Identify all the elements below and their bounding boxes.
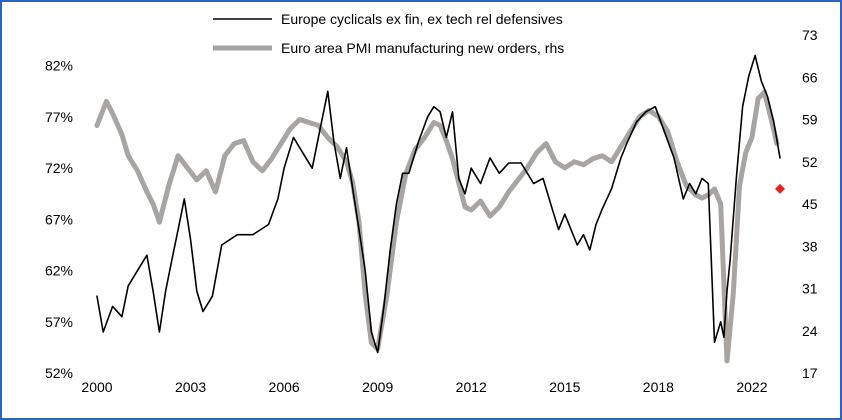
series-layer	[94, 54, 785, 364]
right-tick-label: 73	[802, 27, 818, 43]
right-tick-label: 45	[802, 196, 818, 212]
right-tick-label: 17	[802, 365, 818, 381]
x-tick-label: 2012	[456, 379, 487, 395]
left-tick-label: 67%	[45, 211, 73, 227]
series-line-pmi	[94, 89, 780, 364]
legend: Europe cyclicals ex fin, ex tech rel def…	[213, 11, 564, 56]
series-line-cyclicals	[96, 54, 781, 354]
x-tick-label: 2018	[643, 379, 674, 395]
right-axis-ticks: 17 24 31 38 45 52 59 66 73	[802, 27, 818, 381]
right-tick-label: 38	[802, 238, 818, 254]
right-tick-label: 31	[802, 281, 818, 297]
left-tick-label: 82%	[45, 58, 73, 74]
legend-label-pmi: Euro area PMI manufacturing new orders, …	[281, 40, 564, 56]
right-tick-label: 59	[802, 112, 818, 128]
x-tick-label: 2003	[175, 379, 206, 395]
x-tick-label: 2015	[549, 379, 580, 395]
left-tick-label: 77%	[45, 109, 73, 125]
x-tick-label: 2000	[81, 379, 112, 395]
left-tick-label: 62%	[45, 263, 73, 279]
final-point-marker	[775, 183, 785, 194]
right-tick-label: 24	[802, 323, 818, 339]
left-axis-ticks: 52% 57% 62% 67% 72% 77% 82%	[45, 58, 73, 381]
left-tick-label: 72%	[45, 160, 73, 176]
legend-label-cyclicals: Europe cyclicals ex fin, ex tech rel def…	[281, 11, 563, 27]
right-tick-label: 66	[802, 69, 818, 85]
x-tick-label: 2006	[269, 379, 300, 395]
x-axis-ticks: 2000 2003 2006 2009 2012 2015 2018 2022	[81, 379, 767, 395]
right-tick-label: 52	[802, 154, 818, 170]
x-tick-label: 2009	[362, 379, 393, 395]
left-tick-label: 57%	[45, 314, 73, 330]
x-tick-label: 2022	[736, 379, 767, 395]
left-tick-label: 52%	[45, 365, 73, 381]
